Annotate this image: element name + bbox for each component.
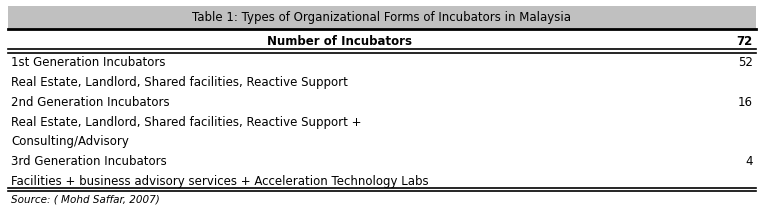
Bar (8, 29, 756, 53)
Text: 3rd Generation Incubators: 3rd Generation Incubators (11, 155, 167, 168)
Text: 4: 4 (745, 155, 753, 168)
Bar (8, 6, 756, 29)
Text: 72: 72 (736, 35, 753, 48)
Text: Consulting/Advisory: Consulting/Advisory (11, 135, 129, 149)
Text: 1st Generation Incubators: 1st Generation Incubators (11, 56, 166, 69)
Text: Real Estate, Landlord, Shared facilities, Reactive Support +: Real Estate, Landlord, Shared facilities… (11, 116, 362, 129)
Text: Number of Incubators: Number of Incubators (267, 35, 413, 48)
Text: Real Estate, Landlord, Shared facilities, Reactive Support: Real Estate, Landlord, Shared facilities… (11, 76, 348, 89)
Text: 2nd Generation Incubators: 2nd Generation Incubators (11, 96, 170, 109)
Text: 52: 52 (738, 56, 753, 69)
Text: Source: ( Mohd Saffar, 2007): Source: ( Mohd Saffar, 2007) (11, 195, 160, 205)
Text: 16: 16 (737, 96, 753, 109)
Text: Table 1: Types of Organizational Forms of Incubators in Malaysia: Table 1: Types of Organizational Forms o… (193, 11, 571, 24)
Text: Facilities + business advisory services + Acceleration Technology Labs: Facilities + business advisory services … (11, 175, 429, 188)
